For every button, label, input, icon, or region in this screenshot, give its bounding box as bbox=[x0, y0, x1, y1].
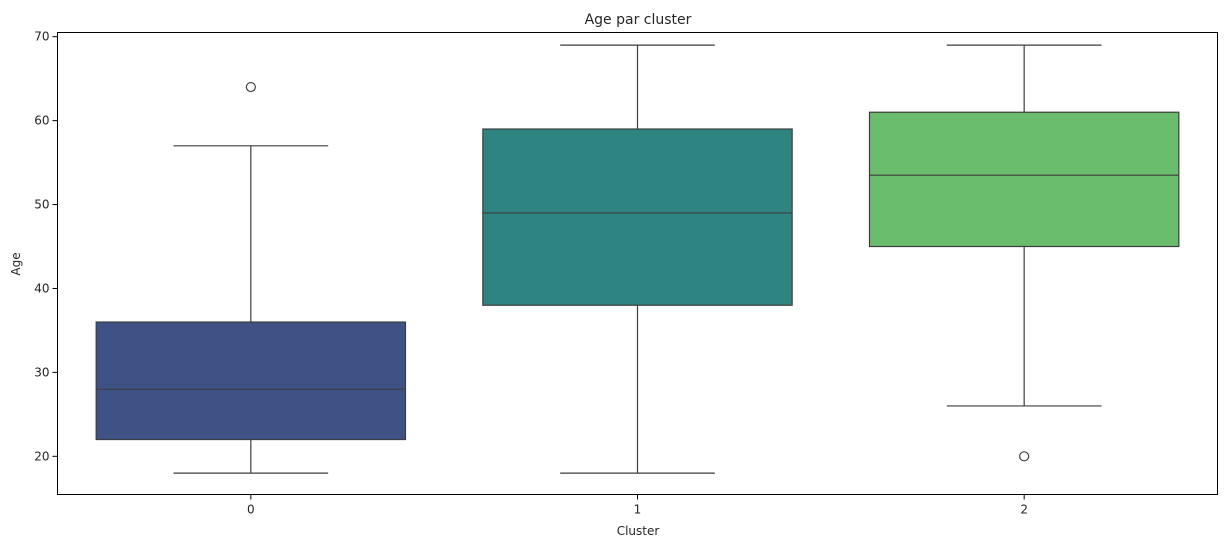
y-tick-label: 60 bbox=[34, 114, 49, 128]
y-tick-label: 50 bbox=[34, 198, 49, 212]
boxes-group bbox=[95, 44, 1180, 474]
x-tick-label: 1 bbox=[634, 503, 642, 517]
y-tick-label: 70 bbox=[34, 30, 49, 44]
box-cluster-2 bbox=[868, 44, 1180, 462]
y-axis: 20 30 40 50 60 70 bbox=[34, 30, 58, 463]
iqr-box bbox=[482, 128, 793, 306]
iqr-box bbox=[95, 321, 407, 441]
y-tick-label: 30 bbox=[34, 365, 49, 379]
outlier-point bbox=[245, 81, 256, 93]
x-axis-label: Cluster bbox=[617, 524, 660, 538]
box-cluster-0 bbox=[95, 81, 407, 474]
iqr-box bbox=[868, 111, 1180, 248]
y-tick-label: 40 bbox=[34, 281, 49, 295]
box-cluster-1 bbox=[482, 44, 793, 474]
x-tick-label: 0 bbox=[247, 503, 255, 517]
x-tick-label: 2 bbox=[1020, 503, 1028, 517]
y-tick-label: 20 bbox=[34, 449, 49, 463]
outlier-point bbox=[1019, 451, 1030, 462]
y-axis-label: Age bbox=[9, 252, 23, 275]
chart-title: Age par cluster bbox=[585, 12, 692, 28]
x-axis: 0 1 2 bbox=[247, 494, 1028, 517]
